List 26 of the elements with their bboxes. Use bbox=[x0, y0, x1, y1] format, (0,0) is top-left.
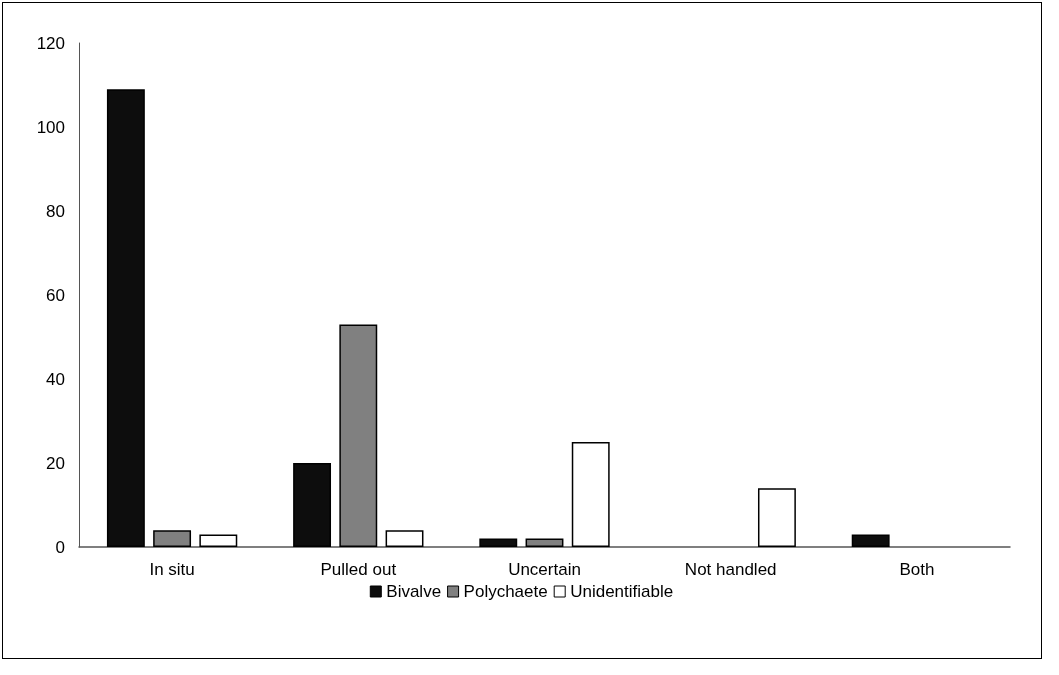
bar bbox=[339, 324, 378, 547]
bar bbox=[479, 538, 518, 547]
y-tick-label: 0 bbox=[55, 537, 65, 557]
y-tick-label: 40 bbox=[46, 369, 65, 389]
x-tick-label: In situ bbox=[149, 560, 195, 579]
y-tick-label: 120 bbox=[36, 33, 65, 53]
bar bbox=[153, 530, 192, 547]
legend-label: Polychaete bbox=[463, 582, 548, 601]
y-tick-label: 20 bbox=[46, 453, 65, 473]
y-tick-label: 100 bbox=[36, 117, 65, 137]
bar bbox=[757, 488, 796, 547]
x-tick-label: Not handled bbox=[684, 560, 777, 579]
bar bbox=[385, 530, 424, 547]
bar bbox=[525, 538, 564, 547]
legend-label: Bivalve bbox=[386, 582, 442, 601]
x-tick-label: Uncertain bbox=[508, 560, 581, 579]
y-tick-label: 80 bbox=[46, 201, 65, 221]
bar bbox=[851, 534, 890, 547]
bar bbox=[571, 442, 610, 547]
bar bbox=[106, 89, 145, 547]
y-tick-label: 60 bbox=[46, 285, 65, 305]
x-tick-label: Both bbox=[899, 560, 935, 579]
bar bbox=[199, 534, 238, 547]
bar bbox=[293, 463, 332, 547]
legend-label: Unidentifiable bbox=[570, 582, 674, 601]
x-tick-label: Pulled out bbox=[320, 560, 397, 579]
